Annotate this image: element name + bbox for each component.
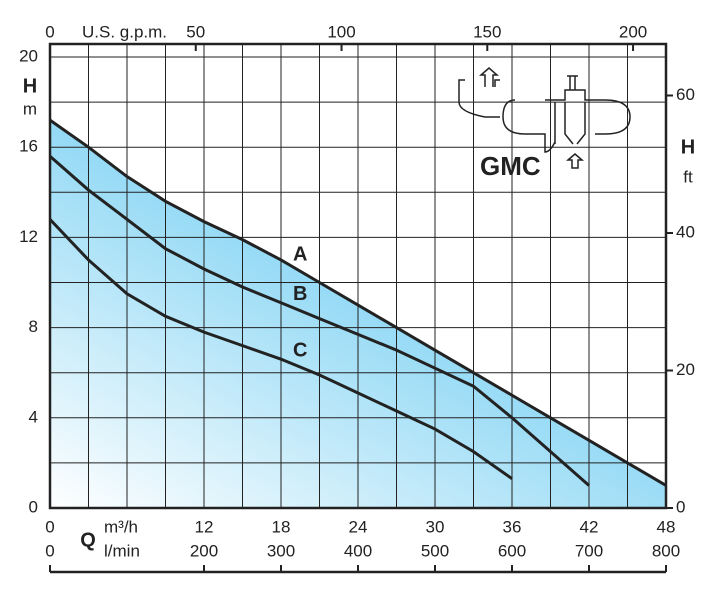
x2-tick-label: 50 <box>186 22 205 41</box>
top-axis-label: U.S. g.p.m. <box>82 22 167 41</box>
y2-tick-label: 20 <box>676 360 695 379</box>
curve <box>49 155 590 487</box>
x-tick-label: 30 <box>426 517 445 536</box>
curve-label: C <box>293 339 307 361</box>
x-tick-label: 42 <box>580 517 599 536</box>
chart-title: GMC <box>480 151 541 181</box>
y-tick-label: 20 <box>19 46 38 65</box>
x-tick-label: 0 <box>45 517 54 536</box>
x-tick-label: 12 <box>195 517 214 536</box>
plot-area <box>49 44 667 509</box>
y-tick-label: 4 <box>29 407 38 426</box>
pump-icon <box>458 67 631 169</box>
y-tick-label: 0 <box>29 497 38 516</box>
x3-axis-unit: l/min <box>104 541 140 560</box>
x2-tick-label: 150 <box>473 22 501 41</box>
curve-label: A <box>293 244 307 266</box>
x3-tick-label: 200 <box>190 541 218 560</box>
x3-tick-label: 800 <box>652 541 680 560</box>
y2-tick-label: 40 <box>676 222 695 241</box>
x3-tick-label: 500 <box>421 541 449 560</box>
x3-tick-label: 300 <box>267 541 295 560</box>
plot-frame <box>48 42 668 510</box>
x3-tick-label: 700 <box>575 541 603 560</box>
curve <box>49 118 667 487</box>
y-tick-label: 12 <box>19 227 38 246</box>
x-tick-label: 24 <box>349 517 368 536</box>
y-axis-label: H <box>23 75 37 97</box>
y-tick-label: 16 <box>19 137 38 156</box>
x3-tick-label: 0 <box>45 541 54 560</box>
y2-axis-label: H <box>681 136 695 158</box>
y2-tick-label: 60 <box>676 85 695 104</box>
y-tick-label: 8 <box>29 317 38 336</box>
x2-tick-label: 0 <box>45 22 54 41</box>
x-tick-label: 18 <box>272 517 291 536</box>
y-axis-unit: m <box>23 99 37 118</box>
x2-tick-label: 200 <box>619 22 647 41</box>
x-axis-unit: m³/h <box>104 517 138 536</box>
x3-tick-label: 400 <box>344 541 372 560</box>
x-axis-label: Q <box>80 529 96 551</box>
curve <box>48 218 513 480</box>
curve-label: B <box>293 283 307 305</box>
x3-tick-label: 600 <box>498 541 526 560</box>
x2-tick-label: 100 <box>327 22 355 41</box>
y2-tick-label: 0 <box>676 497 685 516</box>
x-tick-label: 36 <box>503 517 522 536</box>
y2-axis-unit: ft <box>683 167 693 186</box>
x-tick-label: 48 <box>657 517 676 536</box>
